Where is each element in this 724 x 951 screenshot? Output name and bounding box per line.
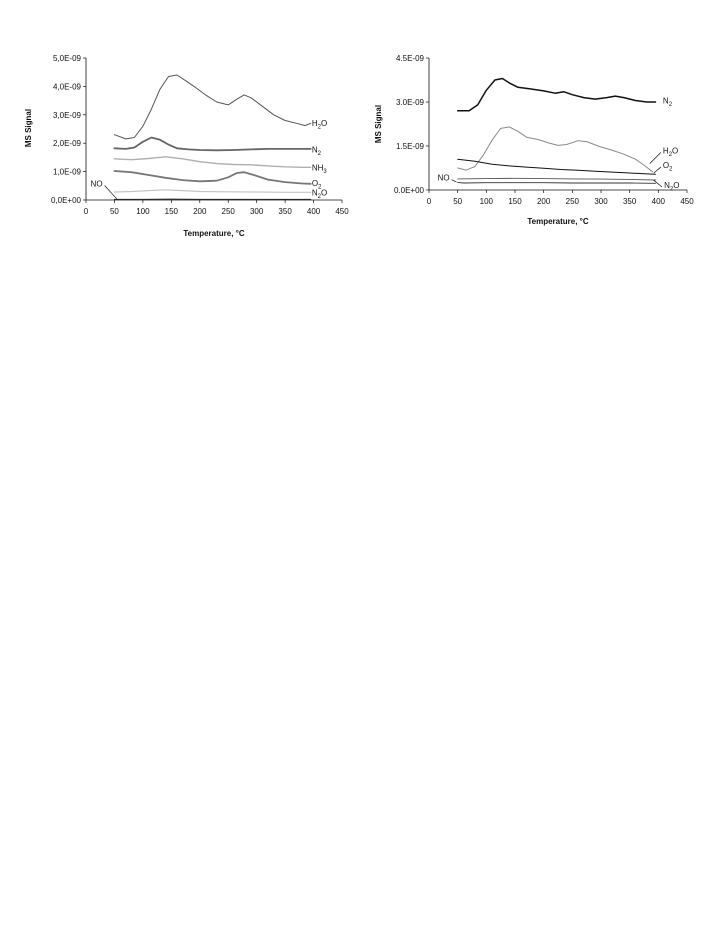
x-tick-label: 50 (453, 197, 462, 206)
series-line-h2o (113, 74, 312, 140)
series-line-nh3 (113, 156, 312, 168)
y-tick-label: 3.0E-09 (396, 98, 425, 107)
x-tick-label: 400 (652, 197, 666, 206)
series-line-o2 (457, 158, 656, 175)
x-tick-label: 50 (110, 207, 119, 216)
y-tick-label: 4,0E-09 (53, 82, 82, 91)
x-tick-label: 100 (480, 197, 494, 206)
x-tick-label: 350 (278, 207, 292, 216)
y-tick-label: 1,0E-09 (53, 168, 82, 177)
y-tick-label: 3,0E-09 (53, 111, 82, 120)
x-tick-label: 150 (508, 197, 522, 206)
series-label-no: NO (91, 180, 103, 189)
x-tick-label: 0 (427, 197, 432, 206)
series-label-n2o: N2O (312, 188, 327, 200)
x-tick-label: 250 (566, 197, 580, 206)
y-tick-label: 1.5E-09 (396, 142, 425, 151)
x-axis-title: Temperature, °C (183, 229, 245, 238)
series-label-n2o: N2O (664, 181, 679, 193)
chart-1: 0 50 100 150 200 250 300 350 400 450 0,0E+00 1,0E-0… (24, 54, 349, 238)
series-label-n2: N2 (663, 97, 673, 109)
series-line-h2o (457, 126, 654, 173)
x-tick-label: 450 (680, 197, 694, 206)
x-tick-label: 200 (193, 207, 207, 216)
y-axis-title: MS Signal (374, 105, 383, 143)
x-tick-label: 450 (335, 207, 349, 216)
x-tick-label: 350 (623, 197, 637, 206)
label-leader-h2o (649, 152, 662, 164)
series-label-nh3: NH3 (312, 163, 328, 175)
x-tick-label: 250 (222, 207, 236, 216)
series-label-h2o: H2O (663, 146, 678, 158)
series-label-n2: N2 (312, 145, 322, 157)
series-line-n2 (113, 136, 312, 152)
x-axis-title: Temperature, °C (527, 217, 589, 226)
x-tick-label: 100 (136, 207, 150, 216)
series-line-no (457, 181, 656, 184)
y-tick-label: 0.0E+00 (394, 186, 425, 195)
y-tick-label: 4.5E-09 (396, 54, 425, 63)
series-line-o2 (113, 170, 312, 185)
series-line-n2 (456, 77, 657, 112)
x-tick-label: 300 (594, 197, 608, 206)
series-line-n2o (457, 177, 656, 181)
series-line-n2o (113, 189, 312, 193)
x-tick-label: 0 (84, 207, 89, 216)
chart-2: 0 50 100 150 200 250 300 350 400 450 0.0E+00 1.5E-0… (374, 54, 694, 226)
series-label-o2: O2 (663, 161, 673, 173)
y-axis-title: MS Signal (24, 109, 33, 147)
label-leader-no (104, 185, 118, 200)
y-tick-label: 0,0E+00 (51, 196, 82, 205)
y-tick-label: 2,0E-09 (53, 139, 82, 148)
y-tick-label: 5,0E-09 (53, 54, 82, 63)
x-tick-label: 150 (165, 207, 179, 216)
series-label-no: NO (438, 174, 450, 183)
label-leader-n2o (653, 180, 663, 188)
x-tick-label: 300 (250, 207, 264, 216)
x-tick-label: 400 (307, 207, 321, 216)
x-tick-label: 200 (537, 197, 551, 206)
label-leader-no (451, 179, 457, 183)
series-label-h2o: H2O (312, 119, 327, 131)
series-label-o2: O2 (312, 179, 322, 191)
label-leader-o2 (653, 166, 662, 174)
